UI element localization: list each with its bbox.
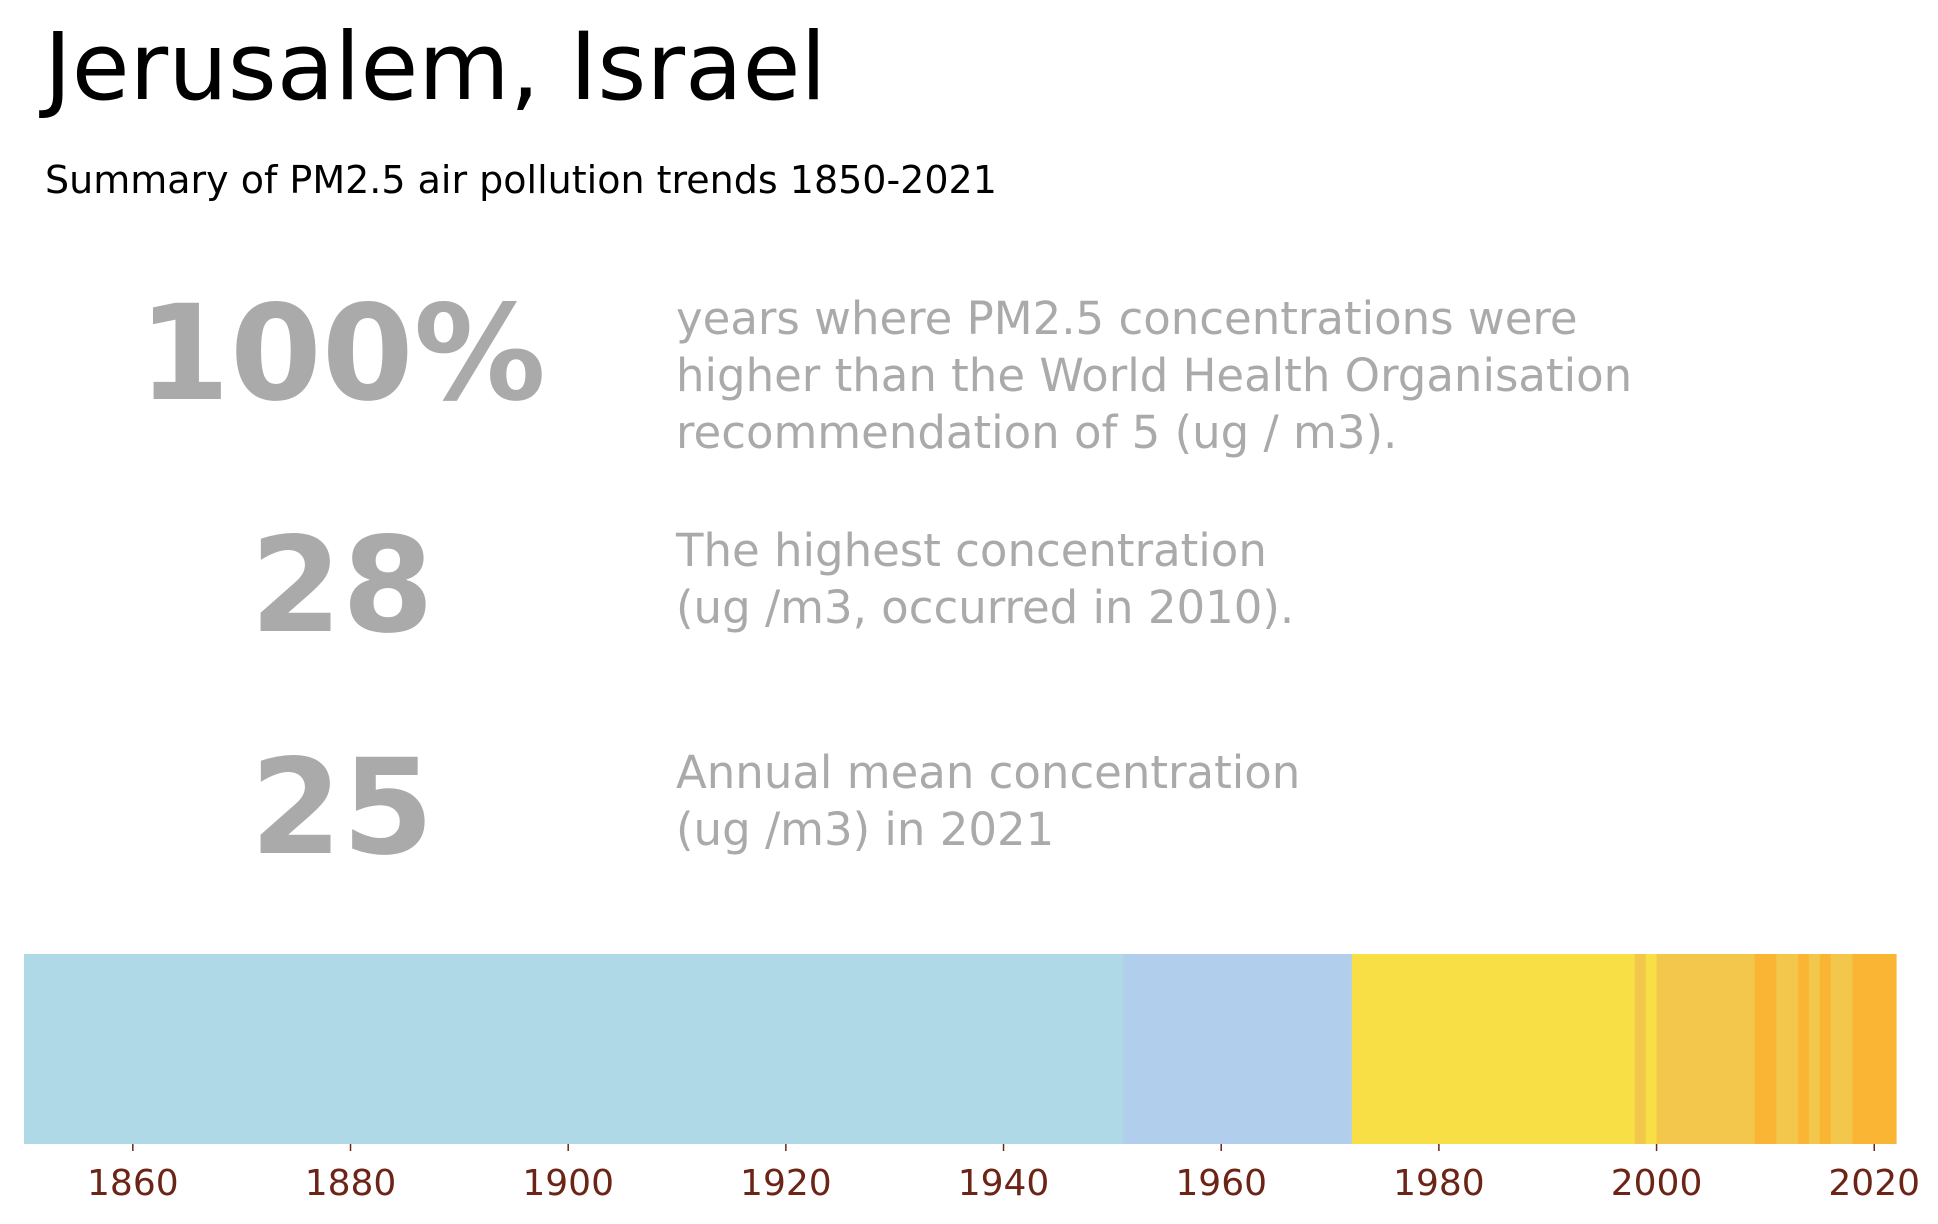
x-tick-label: 1880 <box>305 1163 397 1204</box>
stripe-segment <box>1634 954 1647 1144</box>
stat-desc-line: years where PM2.5 concentrations were <box>676 292 1578 345</box>
stripe-segment <box>1645 954 1658 1144</box>
stripe-segment <box>1776 954 1799 1144</box>
stripe-segment <box>1123 954 1353 1144</box>
x-tick-label: 1900 <box>522 1163 614 1204</box>
stripe-segment <box>24 954 1124 1144</box>
stat-value-highest-concentration: 28 <box>250 509 434 663</box>
stripe-segment <box>1852 954 1897 1144</box>
stripe-segment <box>1830 954 1854 1144</box>
stat-desc-annual-mean: Annual mean concentration (ug /m3) in 20… <box>676 744 1300 858</box>
stripe-segment <box>1798 954 1810 1144</box>
stat-desc-highest-concentration: The highest concentration (ug /m3, occur… <box>676 522 1294 636</box>
stat-desc-line: Annual mean concentration <box>676 746 1301 799</box>
stat-desc-line: (ug /m3, occurred in 2010). <box>676 581 1295 634</box>
stripe-segment <box>1819 954 1832 1144</box>
x-tick-label: 1920 <box>740 1163 832 1204</box>
stat-desc-line: The highest concentration <box>676 524 1267 577</box>
x-tick-label: 1980 <box>1393 1163 1485 1204</box>
stripe-segment <box>1808 954 1821 1144</box>
x-tick-label: 1940 <box>958 1163 1050 1204</box>
stat-desc-years-above-who: years where PM2.5 concentrations were hi… <box>676 290 1632 461</box>
stat-desc-line: recommendation of 5 (ug / m3). <box>676 406 1398 459</box>
stat-desc-line: higher than the World Health Organisatio… <box>676 349 1633 402</box>
page-subtitle: Summary of PM2.5 air pollution trends 18… <box>45 158 997 202</box>
x-tick-label: 2000 <box>1611 1163 1703 1204</box>
stripe-segment <box>1754 954 1777 1144</box>
x-tick-label: 2020 <box>1828 1163 1920 1204</box>
x-tick-label: 1960 <box>1175 1163 1267 1204</box>
stripe-segment <box>1351 954 1636 1144</box>
stripe-segment <box>1656 954 1756 1144</box>
stat-value-years-above-who: 100% <box>138 277 546 431</box>
stat-desc-line: (ug /m3) in 2021 <box>676 803 1055 856</box>
x-tick-label: 1860 <box>87 1163 179 1204</box>
stat-value-annual-mean: 25 <box>250 731 434 885</box>
page-title: Jerusalem, Israel <box>44 13 827 122</box>
